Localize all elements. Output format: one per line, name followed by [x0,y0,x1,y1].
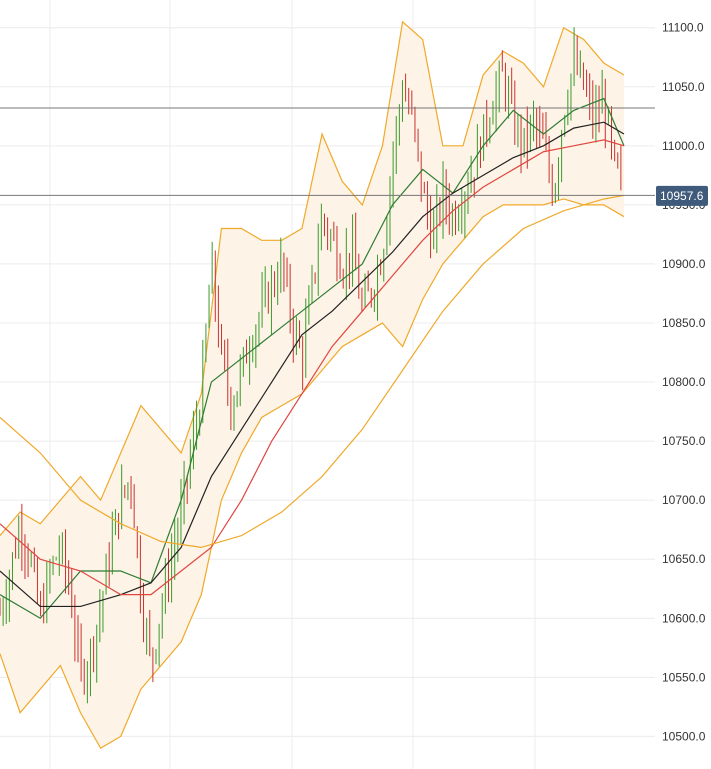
y-tick-label: 10600.0 [662,611,706,625]
last-price-label: 10957.6 [660,189,704,203]
y-tick-label: 10700.0 [662,493,706,507]
y-tick-label: 10850.0 [662,316,706,330]
bollinger-upper [0,20,625,536]
last-price-badge-bg [656,185,708,206]
y-tick-label: 10650.0 [662,552,706,566]
y-tick-label: 11050.0 [662,80,705,94]
horizontal-levels [0,107,655,196]
y-tick-label: 11100.0 [662,21,704,35]
y-tick-label: 10500.0 [662,729,706,743]
y-axis: 10500.0 10550.0 10600.0 10650.0 10700.0 10750… [662,21,706,744]
moving-average-line [0,194,625,549]
y-tick-label: 10750.0 [662,434,706,448]
moving-average-line [0,139,625,596]
y-tick-label: 10800.0 [662,375,706,389]
moving-averages [0,97,625,620]
candles [0,27,622,704]
moving-average-line [0,97,625,620]
bollinger-lower [0,198,625,750]
last-price-badge: 10957.6 [656,185,708,206]
moving-average-line [0,121,625,608]
y-tick-label: 10550.0 [662,670,706,684]
y-tick-label: 11000.0 [662,139,705,153]
y-tick-label: 10900.0 [662,257,706,271]
